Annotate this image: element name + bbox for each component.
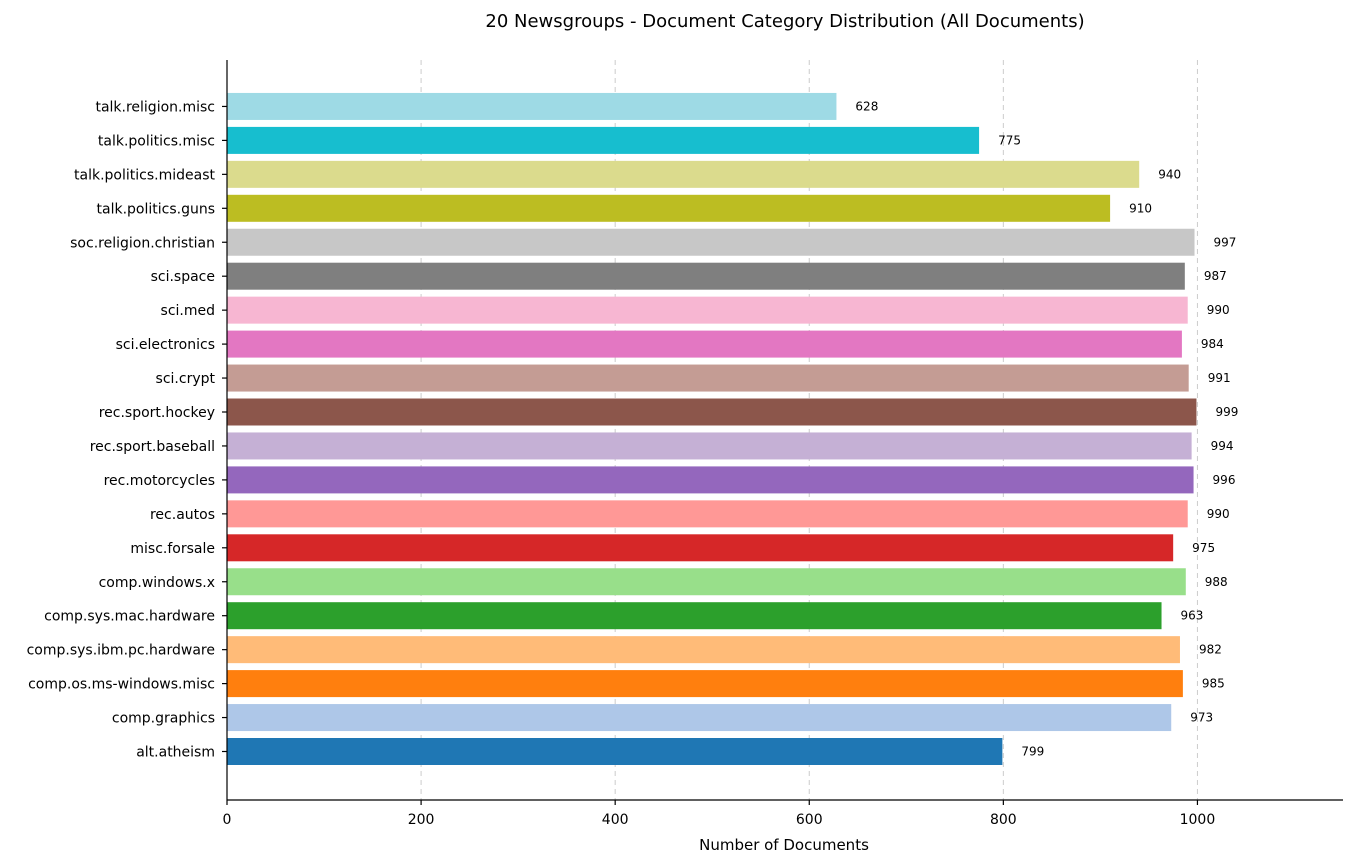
bar-rec.autos xyxy=(227,500,1188,528)
value-label-comp.windows.x: 988 xyxy=(1205,575,1228,589)
value-label-soc.religion.christian: 997 xyxy=(1214,235,1237,249)
category-label-comp.os.ms-windows.misc: comp.os.ms-windows.misc xyxy=(28,677,215,693)
value-label-rec.autos: 990 xyxy=(1207,507,1230,521)
x-tick-label-800: 800 xyxy=(990,812,1017,828)
x-tick-label-0: 0 xyxy=(223,812,232,828)
value-label-talk.politics.guns: 910 xyxy=(1129,201,1152,215)
value-label-talk.politics.mideast: 940 xyxy=(1158,167,1181,181)
category-label-talk.politics.guns: talk.politics.guns xyxy=(97,201,216,217)
bar-soc.religion.christian xyxy=(227,228,1195,256)
bar-sci.med xyxy=(227,296,1188,324)
value-label-sci.space: 987 xyxy=(1204,269,1227,283)
category-label-sci.electronics: sci.electronics xyxy=(116,337,215,353)
bar-comp.windows.x xyxy=(227,568,1186,596)
category-label-rec.autos: rec.autos xyxy=(150,507,215,523)
value-labels: 799 973 985 982 963 988 975 990 996 994 999 991 984 9… xyxy=(855,99,1238,758)
value-label-rec.sport.hockey: 999 xyxy=(1215,405,1238,419)
bar-alt.atheism xyxy=(227,738,1003,765)
value-label-comp.os.ms-windows.misc: 985 xyxy=(1202,677,1225,691)
category-label-soc.religion.christian: soc.religion.christian xyxy=(70,235,215,251)
bar-talk.politics.misc xyxy=(227,126,980,154)
category-label-rec.sport.baseball: rec.sport.baseball xyxy=(90,439,215,455)
bar-sci.space xyxy=(227,262,1185,290)
x-tick-label-600: 600 xyxy=(796,812,823,828)
value-label-comp.sys.ibm.pc.hardware: 982 xyxy=(1199,643,1222,657)
category-label-sci.space: sci.space xyxy=(151,269,215,285)
category-label-comp.sys.mac.hardware: comp.sys.mac.hardware xyxy=(44,609,215,625)
value-label-talk.politics.misc: 775 xyxy=(998,133,1021,147)
category-label-comp.sys.ibm.pc.hardware: comp.sys.ibm.pc.hardware xyxy=(27,643,215,659)
bar-rec.motorcycles xyxy=(227,466,1194,494)
category-label-rec.sport.hockey: rec.sport.hockey xyxy=(99,405,215,421)
category-label-talk.religion.misc: talk.religion.misc xyxy=(95,99,215,115)
category-label-misc.forsale: misc.forsale xyxy=(130,541,215,557)
bar-talk.religion.misc xyxy=(227,92,837,120)
category-label-sci.crypt: sci.crypt xyxy=(156,371,216,387)
chart-title: 20 Newsgroups - Document Category Distri… xyxy=(485,11,1084,32)
x-tick-label-400: 400 xyxy=(602,812,629,828)
category-label-comp.graphics: comp.graphics xyxy=(112,711,215,727)
bar-comp.graphics xyxy=(227,704,1172,732)
category-label-rec.motorcycles: rec.motorcycles xyxy=(104,473,215,489)
category-label-alt.atheism: alt.atheism xyxy=(136,745,215,761)
value-label-sci.crypt: 991 xyxy=(1208,371,1231,385)
category-label-talk.politics.mideast: talk.politics.mideast xyxy=(74,167,215,183)
category-label-talk.politics.misc: talk.politics.misc xyxy=(98,133,215,149)
value-label-sci.med: 990 xyxy=(1207,303,1230,317)
bar-rec.sport.hockey xyxy=(227,398,1197,426)
axes: 0 200 400 600 800 1000 xyxy=(222,60,1343,828)
bars xyxy=(227,92,1197,765)
bar-sci.crypt xyxy=(227,364,1189,392)
x-axis-title: Number of Documents xyxy=(699,836,869,854)
value-label-alt.atheism: 799 xyxy=(1021,745,1044,759)
bar-misc.forsale xyxy=(227,534,1174,562)
x-tick-label-200: 200 xyxy=(408,812,435,828)
value-label-misc.forsale: 975 xyxy=(1192,541,1215,555)
bar-rec.sport.baseball xyxy=(227,432,1192,460)
category-label-comp.windows.x: comp.windows.x xyxy=(99,575,215,591)
category-label-sci.med: sci.med xyxy=(161,303,215,319)
bar-comp.sys.ibm.pc.hardware xyxy=(227,636,1180,664)
value-label-rec.sport.baseball: 994 xyxy=(1211,439,1234,453)
category-labels: alt.atheism comp.graphics comp.os.ms-windo… xyxy=(27,99,216,760)
bar-comp.sys.mac.hardware xyxy=(227,602,1162,630)
bar-talk.politics.mideast xyxy=(227,160,1140,188)
value-label-comp.sys.mac.hardware: 963 xyxy=(1181,609,1204,623)
bar-sci.electronics xyxy=(227,330,1182,358)
value-label-rec.motorcycles: 996 xyxy=(1213,473,1236,487)
bar-comp.os.ms-windows.misc xyxy=(227,670,1183,698)
value-label-comp.graphics: 973 xyxy=(1190,711,1213,725)
x-tick-label-1000: 1000 xyxy=(1180,812,1216,828)
value-label-talk.religion.misc: 628 xyxy=(855,99,878,113)
value-label-sci.electronics: 984 xyxy=(1201,337,1224,351)
bar-talk.politics.guns xyxy=(227,194,1111,222)
